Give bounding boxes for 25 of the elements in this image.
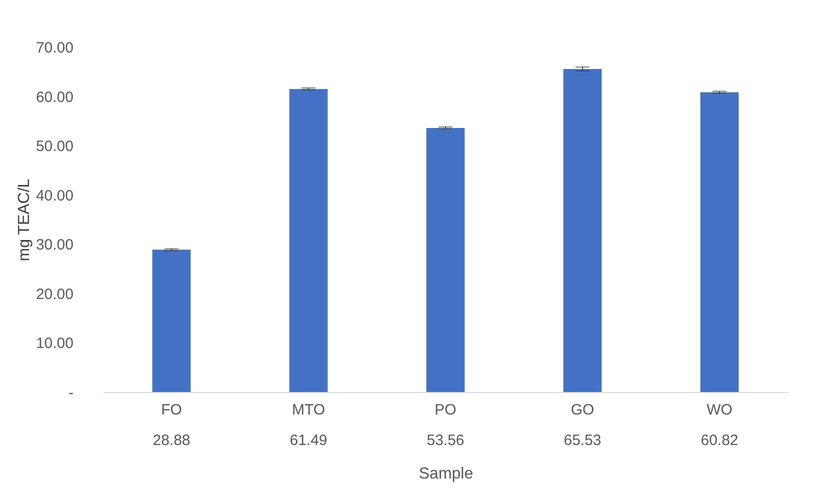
bar xyxy=(289,88,328,392)
y-tick-label: 70.00 xyxy=(36,40,74,56)
y-tick-label: - xyxy=(68,384,74,402)
bar xyxy=(426,128,465,392)
data-label: 60.82 xyxy=(700,432,738,449)
y-axis-title: mg TEAC/L xyxy=(16,178,33,262)
y-tick-label: 20.00 xyxy=(36,286,74,303)
x-tick-label: PO xyxy=(434,402,456,418)
x-tick-label: MTO xyxy=(292,402,326,418)
data-label: 61.49 xyxy=(290,432,328,449)
bar xyxy=(700,92,739,392)
x-tick-label: FO xyxy=(161,402,182,418)
x-axis-title: Sample xyxy=(418,466,474,482)
x-tick-label: WO xyxy=(706,402,732,418)
data-label: 65.53 xyxy=(564,432,602,449)
data-label: 28.88 xyxy=(152,432,190,449)
y-tick-label: 60.00 xyxy=(36,88,74,106)
y-tick-label: 30.00 xyxy=(36,236,74,254)
bar xyxy=(563,69,602,392)
y-tick-label: 10.00 xyxy=(36,335,74,352)
data-label: 53.56 xyxy=(426,432,464,449)
y-tick-label: 50.00 xyxy=(36,138,74,156)
x-tick-label: GO xyxy=(570,402,594,418)
y-tick-label: 40.00 xyxy=(36,187,74,204)
bar xyxy=(152,250,191,392)
